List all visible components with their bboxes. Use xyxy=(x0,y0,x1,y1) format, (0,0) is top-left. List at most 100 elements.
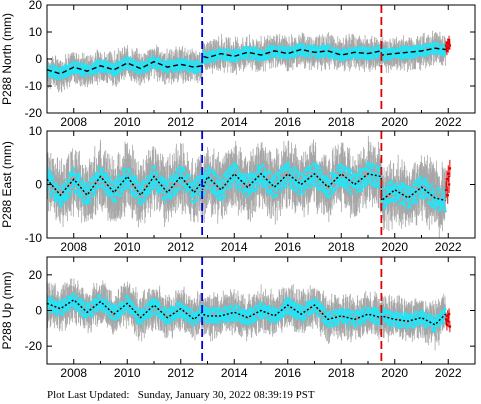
data-point xyxy=(309,56,312,59)
data-point xyxy=(139,71,142,75)
data-point xyxy=(105,186,109,190)
data-point xyxy=(368,57,371,61)
data-point xyxy=(210,60,213,64)
data-point xyxy=(233,60,237,63)
data-point xyxy=(120,68,123,72)
data-point xyxy=(134,191,137,195)
data-point xyxy=(103,187,106,190)
data-point xyxy=(117,173,120,177)
data-point xyxy=(169,197,172,200)
data-point xyxy=(189,63,193,66)
data-point xyxy=(401,45,404,49)
recent-point xyxy=(445,49,449,53)
data-point xyxy=(164,200,168,204)
data-point xyxy=(152,55,155,58)
data-point xyxy=(167,68,171,71)
data-point xyxy=(83,184,87,188)
data-point xyxy=(85,64,89,67)
data-point xyxy=(114,61,117,65)
data-point xyxy=(152,167,156,170)
data-point xyxy=(274,55,278,58)
recent-point xyxy=(447,47,450,50)
data-point xyxy=(163,59,166,62)
data-point xyxy=(123,167,127,171)
data-point xyxy=(250,47,253,51)
data-point xyxy=(111,64,115,67)
data-point xyxy=(88,74,92,77)
recent-point xyxy=(444,44,448,47)
data-point xyxy=(330,55,334,59)
data-point xyxy=(158,189,161,192)
data-point xyxy=(51,180,54,184)
data-point xyxy=(329,45,332,48)
data-point xyxy=(268,56,272,59)
data-point xyxy=(125,181,129,185)
data-point xyxy=(92,177,95,180)
model-line xyxy=(47,47,446,75)
x-tick-label: 2020 xyxy=(381,115,408,129)
data-point xyxy=(146,193,149,197)
data-point xyxy=(427,51,431,54)
data-point xyxy=(67,195,70,199)
data-point xyxy=(155,67,159,71)
data-point xyxy=(65,197,69,201)
data-point xyxy=(109,181,113,184)
data-point xyxy=(122,170,126,174)
data-point xyxy=(166,183,169,187)
data-point xyxy=(354,56,358,60)
data-point xyxy=(422,47,426,51)
data-point xyxy=(150,173,154,176)
data-point xyxy=(163,197,167,200)
data-point xyxy=(333,57,337,60)
data-point xyxy=(161,190,165,194)
data-point xyxy=(68,190,71,193)
data-point xyxy=(142,194,146,197)
data-point xyxy=(133,196,137,199)
panel-east: 2008 2010 2012 2014 2016 2018 2020 2022-10010P2… xyxy=(0,124,476,254)
data-point xyxy=(227,57,231,61)
data-point xyxy=(288,56,291,60)
data-point xyxy=(372,56,375,59)
data-point xyxy=(88,198,91,201)
data-point xyxy=(74,172,77,175)
data-point xyxy=(170,195,174,198)
data-point xyxy=(160,187,163,190)
data-point xyxy=(76,190,80,194)
data-point xyxy=(78,179,81,182)
data-point xyxy=(69,175,73,178)
data-point xyxy=(125,60,129,64)
data-point xyxy=(76,61,80,65)
data-point xyxy=(101,167,105,171)
y-tick-label: 20 xyxy=(29,0,43,12)
data-point xyxy=(109,63,113,66)
panel-north: 2008 2010 2012 2014 2016 2018 2020 2022 -20 -10 0 1… xyxy=(0,0,476,129)
data-point xyxy=(95,68,99,71)
data-point xyxy=(134,61,138,64)
data-point xyxy=(152,178,155,182)
data-point xyxy=(301,53,305,57)
data-point xyxy=(107,70,111,74)
data-point xyxy=(63,194,67,198)
data-point xyxy=(57,186,61,190)
y-tick-label: 0 xyxy=(35,52,42,66)
data-point xyxy=(59,76,62,80)
data-point xyxy=(80,194,84,198)
data-point xyxy=(236,59,240,63)
data-point xyxy=(240,50,243,54)
data-point xyxy=(85,202,89,205)
data-point xyxy=(332,54,336,57)
data-point xyxy=(92,187,96,191)
data-point xyxy=(51,175,55,179)
data-point xyxy=(124,67,127,71)
data-point xyxy=(190,60,194,63)
data-point xyxy=(67,186,71,190)
data-point xyxy=(153,164,157,168)
data-point xyxy=(63,197,67,200)
recent-point xyxy=(447,38,451,42)
data-point xyxy=(284,46,288,49)
data-point xyxy=(64,74,67,78)
data-point xyxy=(337,57,340,61)
data-point xyxy=(119,194,123,198)
data-point xyxy=(79,192,83,195)
